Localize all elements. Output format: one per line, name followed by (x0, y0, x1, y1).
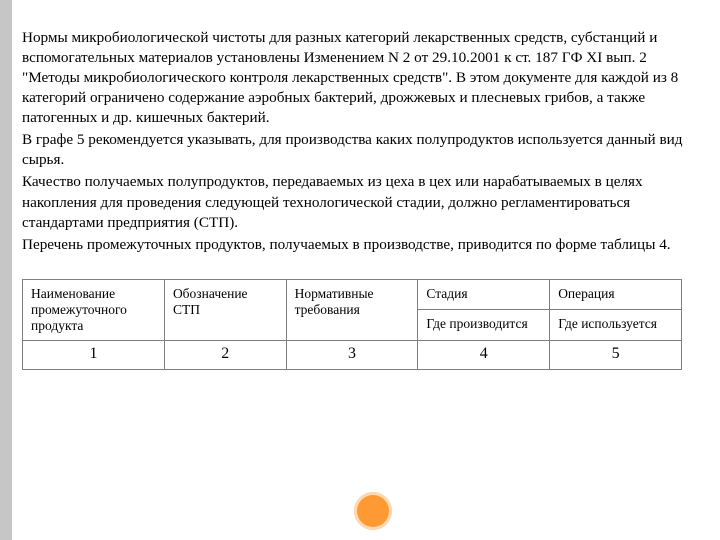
colnum-4: 4 (418, 340, 550, 369)
th-stp: Обозначение СТП (164, 279, 286, 340)
th-req: Нормативные требования (286, 279, 418, 340)
colnum-2: 2 (164, 340, 286, 369)
paragraph-4: Перечень промежуточных продуктов, получа… (22, 235, 702, 255)
document-content: Нормы микробиологической чистоты для раз… (22, 28, 702, 370)
paragraph-2: В графе 5 рекомендуется указывать, для п… (22, 130, 702, 170)
paragraph-3: Качество получаемых полупродуктов, перед… (22, 172, 702, 232)
table-header-row-1: Наименование промежуточного продукта Обо… (23, 279, 682, 310)
th-name: Наименование промежуточного продукта (23, 279, 165, 340)
table-number-row: 1 2 3 4 5 (23, 340, 682, 369)
th-stage: Стадия (418, 279, 550, 310)
slide-number-circle (354, 492, 392, 530)
table-4: Наименование промежуточного продукта Обо… (22, 279, 682, 370)
th-where-used: Где используется (550, 310, 682, 341)
th-operation: Операция (550, 279, 682, 310)
colnum-5: 5 (550, 340, 682, 369)
th-where-produced: Где производится (418, 310, 550, 341)
left-accent-bar (0, 0, 12, 540)
colnum-3: 3 (286, 340, 418, 369)
paragraph-1: Нормы микробиологической чистоты для раз… (22, 28, 702, 128)
colnum-1: 1 (23, 340, 165, 369)
